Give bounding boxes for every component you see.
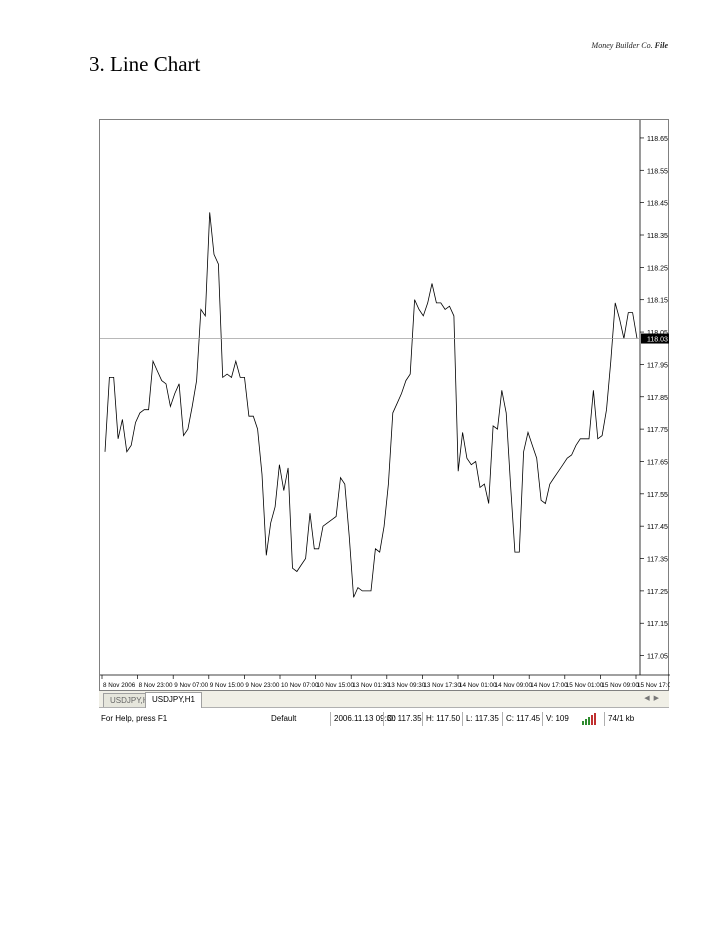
- doc-type: File: [654, 41, 668, 50]
- price-series-line: [104, 212, 638, 598]
- time-tick-label: 10 Nov 07:00: [281, 682, 319, 689]
- connection-bars-icon: [582, 713, 598, 725]
- status-bar: For Help, press F1 Default 2006.11.13 09…: [99, 710, 669, 728]
- status-low: L: 117.35: [462, 712, 499, 726]
- time-tick-label: 9 Nov 07:00: [174, 682, 208, 689]
- time-tick-label: 15 Nov 17:00: [637, 682, 670, 689]
- price-tick-label: 117.65: [647, 459, 668, 466]
- time-tick-label: 14 Nov 09:00: [495, 682, 533, 689]
- status-profile: Default: [271, 714, 297, 723]
- tab-scroll-arrows[interactable]: ◀▶: [644, 695, 663, 702]
- price-tick-label: 118.25: [647, 265, 668, 272]
- price-tick-label: 118.65: [647, 136, 668, 143]
- time-tick-label: 8 Nov 23:00: [139, 682, 173, 689]
- price-tick-label: 118.45: [647, 201, 668, 208]
- price-tick-label: 117.95: [647, 362, 668, 369]
- price-tick-label: 117.75: [647, 427, 668, 434]
- price-tick-label: 118.55: [647, 168, 668, 175]
- price-tick-label: 117.45: [647, 524, 668, 531]
- time-tick-label: 14 Nov 01:00: [459, 682, 497, 689]
- time-tick-label: 13 Nov 17:30: [423, 682, 461, 689]
- status-help: For Help, press F1: [101, 714, 168, 723]
- price-tick-label: 117.15: [647, 621, 668, 628]
- company-name: Money Builder Co.: [591, 41, 653, 50]
- status-datetime: 2006.11.13 09:30: [330, 712, 396, 726]
- chart-window[interactable]: 118.65 118.55 118.45 118.35 118.25 118.15 118.…: [99, 119, 670, 691]
- time-tick-label: 9 Nov 23:00: [245, 682, 279, 689]
- section-title: 3. Line Chart: [89, 52, 201, 76]
- status-open: O: 117.35: [383, 712, 422, 726]
- time-tick-label: 15 Nov 01:00: [566, 682, 604, 689]
- status-traffic: 74/1 kb: [604, 712, 634, 726]
- chart-tab-strip: USDJPY,H4 USDJPY,H1 ◀▶: [99, 691, 669, 708]
- time-tick-label: 13 Nov 09:30: [388, 682, 426, 689]
- time-tick-label: 13 Nov 01:30: [352, 682, 390, 689]
- status-volume: V: 109: [542, 712, 569, 726]
- time-tick-label: 15 Nov 09:00: [601, 682, 639, 689]
- current-price-marker: [641, 333, 669, 344]
- line-chart: 118.65 118.55 118.45 118.35 118.25 118.15 118.…: [100, 120, 670, 689]
- status-high: H: 117.50: [422, 712, 460, 726]
- price-tick-label: 117.35: [647, 557, 668, 564]
- time-tick-label: 8 Nov 2006: [103, 682, 136, 689]
- price-tick-label: 118.35: [647, 233, 668, 240]
- trading-terminal-screenshot: 118.65 118.55 118.45 118.35 118.25 118.15 118.…: [99, 119, 670, 731]
- status-close: C: 117.45: [502, 712, 540, 726]
- price-tick-label: 118.15: [647, 298, 668, 305]
- time-tick-label: 14 Nov 17:00: [530, 682, 568, 689]
- price-tick-label: 117.05: [647, 654, 668, 661]
- document-header: Money Builder Co. File: [592, 41, 668, 50]
- current-price-label: 118.03: [647, 337, 668, 344]
- price-tick-label: 117.85: [647, 395, 668, 402]
- price-tick-label: 117.25: [647, 589, 668, 596]
- time-tick-label: 10 Nov 15:00: [317, 682, 355, 689]
- price-tick-label: 117.55: [647, 492, 668, 499]
- tab-usdjpy-h1[interactable]: USDJPY,H1: [145, 692, 202, 708]
- time-tick-label: 9 Nov 15:00: [210, 682, 244, 689]
